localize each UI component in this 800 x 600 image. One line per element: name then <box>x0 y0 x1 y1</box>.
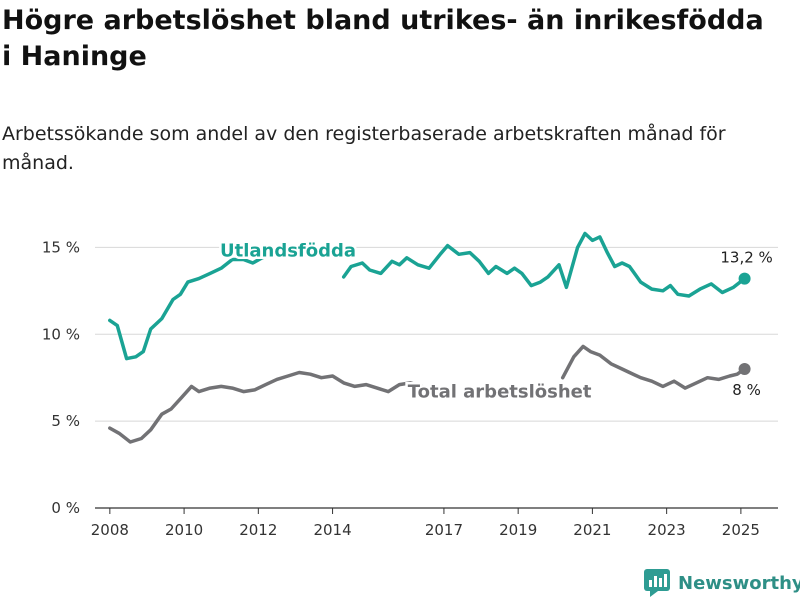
y-tick-label: 10 % <box>42 325 80 343</box>
end-value-label-total-arbetsl-shet: 8 % <box>732 381 761 399</box>
series-line-total-arbetsl-shet <box>108 370 442 444</box>
x-tick-label: 2014 <box>313 521 351 539</box>
series-annotation-total-arbetsl-shet: Total arbetslöshet <box>408 382 592 403</box>
newsworthy-logo-text: Newsworthy <box>678 572 800 594</box>
x-tick-label: 2023 <box>648 521 686 539</box>
x-tick-label: 2010 <box>165 521 203 539</box>
y-tick-label: 15 % <box>42 238 80 256</box>
x-tick-label: 2008 <box>91 521 129 539</box>
end-point-utlandsf-dda <box>738 272 751 285</box>
newsworthy-logo[interactable]: Newsworthy <box>644 567 800 599</box>
series-line-utlandsf-dda <box>341 231 747 298</box>
x-tick-label: 2012 <box>239 521 277 539</box>
x-tick-label: 2021 <box>573 521 611 539</box>
end-value-label-utlandsf-dda: 13,2 % <box>720 249 772 267</box>
series-line-utlandsf-dda <box>108 247 342 361</box>
series-annotation-utlandsf-dda: Utlandsfödda <box>220 241 356 262</box>
newsworthy-logo-icon <box>644 569 670 597</box>
x-tick-label: 2019 <box>499 521 537 539</box>
series-line-total-arbetsl-shet <box>560 344 747 390</box>
chart-subtitle: Arbetssökande som andel av den registerb… <box>2 123 726 174</box>
x-tick-label: 2025 <box>722 521 760 539</box>
end-point-total-arbetsl-shet <box>738 363 751 375</box>
y-tick-label: 0 % <box>51 499 80 517</box>
y-tick-label: 5 % <box>51 412 80 430</box>
x-tick-label: 2017 <box>425 521 463 539</box>
chart-title: Högre arbetslöshet bland utrikes- än inr… <box>2 5 764 72</box>
